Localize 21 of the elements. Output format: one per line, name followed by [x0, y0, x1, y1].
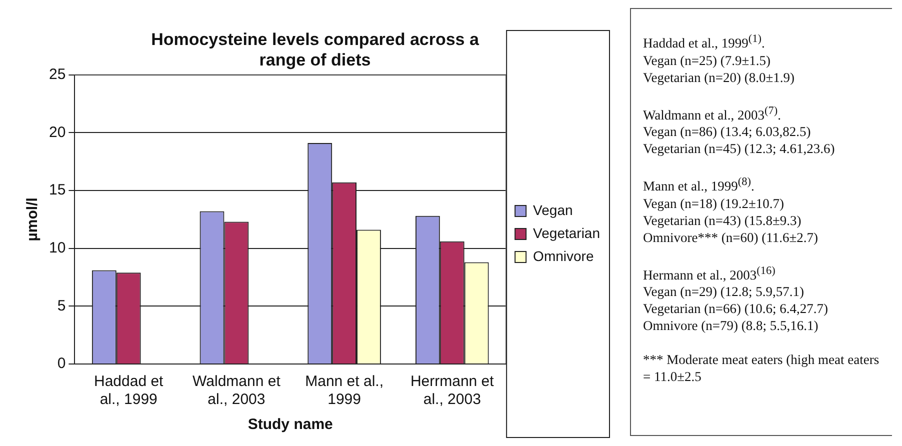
x-tick-label: Waldmann et al., 2003 — [192, 373, 282, 408]
text: Waldmann et al., 2003$^{(7)}$. Vegan (n=86) (13.4; 6.03,82.5) Vegetarian (n=45) (12.3; 4.61,23.6) — [643, 104, 836, 157]
legend-label: Omnivore — [533, 248, 594, 264]
y-tick-label: 5 — [57, 297, 66, 314]
x-tick-label: Haddad et al., 1999 — [94, 373, 164, 408]
chart-title: Homocysteine levels compared across a range of diets — [151, 30, 480, 70]
text: Mann et al., 1999$^{(8)}$. Vegan (n=18) (19.2±10.7) Vegetarian (n=43) (15.8±9.3) Omnivore*** (n=60) (11.6±2.7) — [643, 175, 819, 246]
y-tick-label: 10 — [48, 239, 66, 256]
text: Haddad et al., 1999$^{(1)}$. Vegan (n=25) (7.9±1.5) Vegetarian (n=20) (8.0±1.9) — [643, 32, 796, 86]
y-tick-label: 25 — [48, 66, 66, 83]
x-tick-label: Mann et al., 1999 — [305, 373, 384, 408]
x-axis-title: Study name — [248, 416, 333, 434]
legend-label: Vegetarian — [533, 224, 600, 241]
y-tick-label: 20 — [48, 124, 66, 141]
text: Hermann et al., 2003$^{(16)}$ Vegan (n=29) (12.8; 5.9,57.1) Vegetarian (n=66) (10.6; 6.4,27.7) Omnivore (n=79) (8.8; 5.5,16.1) — [643, 264, 829, 334]
y-tick-label: 0 — [57, 355, 66, 372]
x-tick-label: Herrmann et al., 2003 — [410, 373, 495, 408]
text: *** Moderate meat eaters (high meat eaters = 11.0±2.5 — [643, 351, 880, 385]
y-axis-title: µmol/l — [24, 198, 42, 242]
legend-label: Vegan — [533, 202, 573, 218]
y-tick-label: 15 — [48, 182, 66, 199]
